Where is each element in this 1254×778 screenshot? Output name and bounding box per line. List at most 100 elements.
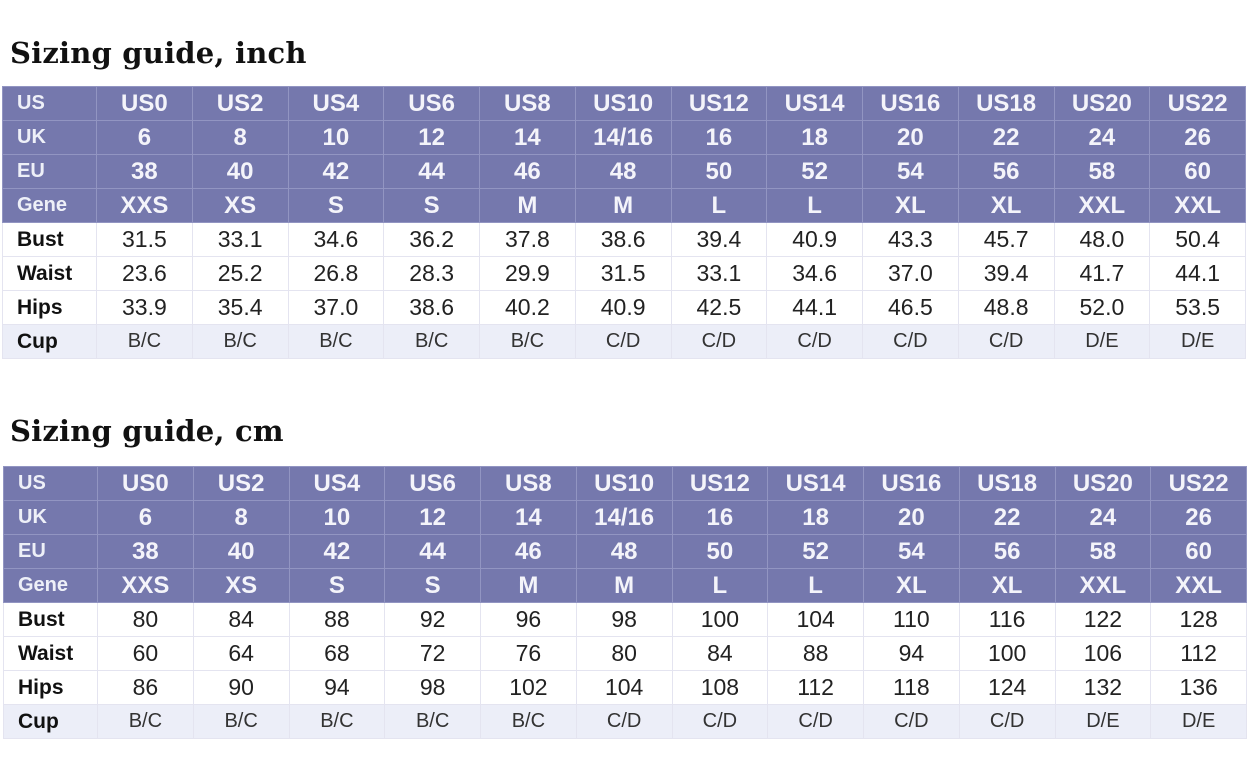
bust-cell: 92 xyxy=(384,602,481,637)
cm-row-gene: Gene XXS XS S S M M L L XL XL XXL XXL xyxy=(3,568,1247,603)
cup-cell: D/E xyxy=(1149,324,1246,359)
gene-cell: XXL xyxy=(1053,188,1151,223)
gene-cell: L xyxy=(670,188,768,223)
gene-cell: XL xyxy=(958,568,1056,603)
waist-cell: 34.6 xyxy=(766,256,863,291)
hips-cell: 94 xyxy=(288,670,386,705)
cup-cell: C/D xyxy=(863,704,960,739)
uk-cell: 14/16 xyxy=(574,120,672,155)
bust-cell: 37.8 xyxy=(479,222,576,257)
us-cell: US20 xyxy=(1054,466,1152,501)
us-cell: US12 xyxy=(670,86,768,121)
waist-cell: 94 xyxy=(863,636,960,671)
cup-cell: B/C xyxy=(192,704,290,739)
gene-cell: S xyxy=(288,568,386,603)
hips-cell: 86 xyxy=(97,670,194,705)
gene-cell: XS xyxy=(191,188,289,223)
hips-cell: 132 xyxy=(1054,670,1152,705)
eu-cell: 54 xyxy=(863,534,960,569)
hips-cell: 35.4 xyxy=(191,290,289,325)
row-label-us: US xyxy=(2,86,97,121)
hips-cell: 38.6 xyxy=(383,290,480,325)
bust-cell: 40.9 xyxy=(766,222,863,257)
uk-cell: 8 xyxy=(191,120,289,155)
cm-row-uk: UK 6 8 10 12 14 14/16 16 18 20 22 24 26 xyxy=(3,500,1247,535)
eu-cell: 58 xyxy=(1054,534,1152,569)
eu-cell: 38 xyxy=(97,534,194,569)
inch-row-uk: UK 6 8 10 12 14 14/16 16 18 20 22 24 26 xyxy=(2,120,1246,155)
eu-cell: 60 xyxy=(1149,154,1246,189)
gene-cell: XXL xyxy=(1150,568,1247,603)
eu-cell: 48 xyxy=(575,534,673,569)
row-label-gene: Gene xyxy=(2,188,97,223)
waist-cell: 28.3 xyxy=(383,256,480,291)
gene-cell: M xyxy=(480,568,577,603)
hips-cell: 112 xyxy=(767,670,864,705)
cm-row-eu: EU 38 40 42 44 46 48 50 52 54 56 58 60 xyxy=(3,534,1247,569)
eu-cell: 58 xyxy=(1053,154,1151,189)
hips-cell: 40.2 xyxy=(479,290,576,325)
cup-cell: B/C xyxy=(287,324,385,359)
hips-cell: 37.0 xyxy=(287,290,385,325)
cm-row-cup: Cup B/C B/C B/C B/C B/C C/D C/D C/D C/D C/D D/E D/E xyxy=(3,704,1247,739)
cup-cell: B/C xyxy=(479,324,576,359)
bust-cell: 31.5 xyxy=(96,222,193,257)
bust-cell: 38.6 xyxy=(574,222,672,257)
gene-cell: L xyxy=(766,188,863,223)
waist-cell: 100 xyxy=(958,636,1056,671)
eu-cell: 52 xyxy=(767,534,864,569)
uk-cell: 20 xyxy=(863,500,960,535)
bust-cell: 80 xyxy=(97,602,194,637)
gene-cell: S xyxy=(384,568,481,603)
row-label-waist: Waist xyxy=(3,636,98,671)
waist-cell: 84 xyxy=(671,636,769,671)
cm-row-us: US US0 US2 US4 US6 US8 US10 US12 US14 US16 US18 US2… xyxy=(3,466,1247,501)
bust-cell: 36.2 xyxy=(383,222,480,257)
waist-cell: 39.4 xyxy=(957,256,1055,291)
us-cell: US20 xyxy=(1053,86,1151,121)
uk-cell: 10 xyxy=(287,120,385,155)
row-label-cup: Cup xyxy=(3,704,98,739)
us-cell: US12 xyxy=(671,466,769,501)
row-label-eu: EU xyxy=(2,154,97,189)
uk-cell: 22 xyxy=(957,120,1055,155)
cup-cell: C/D xyxy=(958,704,1056,739)
us-cell: US2 xyxy=(192,466,290,501)
waist-cell: 33.1 xyxy=(670,256,768,291)
row-label-gene: Gene xyxy=(3,568,98,603)
cup-cell: B/C xyxy=(383,324,480,359)
cup-cell: C/D xyxy=(575,704,673,739)
gene-cell: XXS xyxy=(96,188,193,223)
uk-cell: 12 xyxy=(383,120,480,155)
uk-cell: 26 xyxy=(1149,120,1246,155)
cup-cell: B/C xyxy=(480,704,577,739)
uk-cell: 24 xyxy=(1053,120,1151,155)
inch-row-eu: EU 38 40 42 44 46 48 50 52 54 56 58 60 xyxy=(2,154,1246,189)
us-cell: US18 xyxy=(957,86,1055,121)
row-label-bust: Bust xyxy=(3,602,98,637)
eu-cell: 60 xyxy=(1150,534,1247,569)
us-cell: US16 xyxy=(862,86,959,121)
waist-cell: 26.8 xyxy=(287,256,385,291)
cup-cell: C/D xyxy=(671,704,769,739)
bust-cell: 45.7 xyxy=(957,222,1055,257)
cup-cell: C/D xyxy=(957,324,1055,359)
eu-cell: 40 xyxy=(192,534,290,569)
gene-cell: XS xyxy=(192,568,290,603)
uk-cell: 6 xyxy=(96,120,193,155)
waist-cell: 44.1 xyxy=(1149,256,1246,291)
bust-cell: 33.1 xyxy=(191,222,289,257)
bust-cell: 96 xyxy=(480,602,577,637)
waist-cell: 37.0 xyxy=(862,256,959,291)
eu-cell: 44 xyxy=(383,154,480,189)
waist-cell: 60 xyxy=(97,636,194,671)
cm-guide-title: Sizing guide, cm xyxy=(10,414,284,448)
cup-cell: D/E xyxy=(1054,704,1152,739)
cup-cell: C/D xyxy=(574,324,672,359)
waist-cell: 88 xyxy=(767,636,864,671)
inch-row-waist: Waist 23.6 25.2 26.8 28.3 29.9 31.5 33.1 34.6 37.… xyxy=(2,256,1246,291)
uk-cell: 16 xyxy=(670,120,768,155)
us-cell: US18 xyxy=(958,466,1056,501)
us-cell: US22 xyxy=(1150,466,1247,501)
cup-cell: B/C xyxy=(288,704,386,739)
